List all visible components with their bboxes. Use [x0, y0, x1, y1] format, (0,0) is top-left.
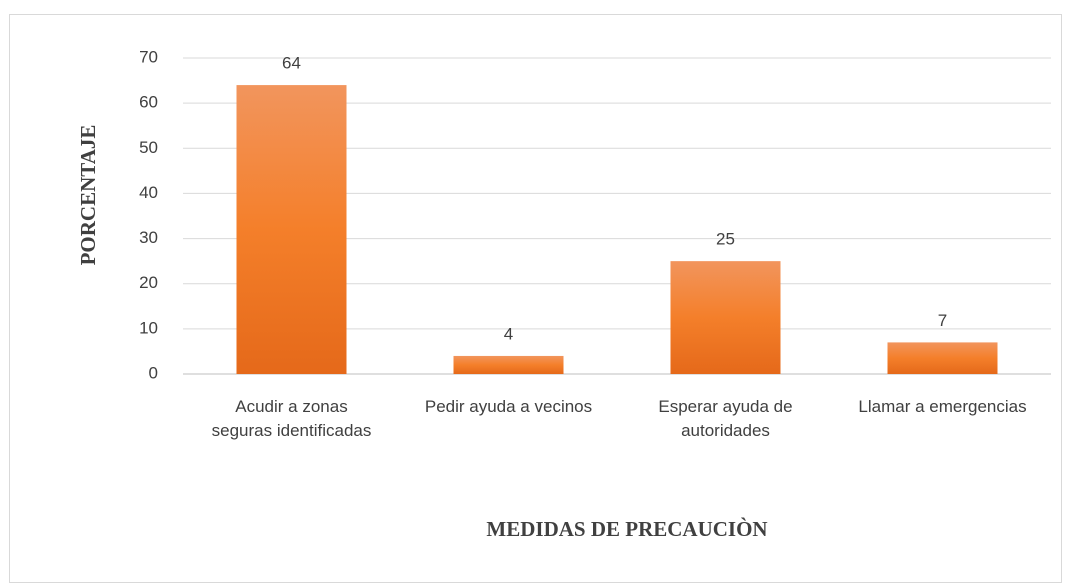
y-tick-label: 10 [139, 318, 158, 337]
chart-frame [9, 14, 1062, 583]
x-tick-label: Acudir a zonas seguras identificadas [211, 397, 372, 440]
bar [670, 261, 781, 374]
y-tick-label: 0 [149, 363, 158, 382]
data-label: 4 [504, 324, 513, 343]
x-tick-label: Pedir ayuda a vecinos [424, 397, 593, 416]
y-tick-label: 50 [139, 138, 158, 157]
bar [453, 355, 564, 374]
y-tick-label: 30 [139, 228, 158, 247]
y-axis-label: PORCENTAJE [76, 125, 100, 266]
x-tick-label: Llamar a emergencias [858, 397, 1027, 416]
x-axis-label: MEDIDAS DE PRECAUCIÒN [486, 517, 767, 541]
data-label: 64 [282, 54, 301, 73]
data-label: 7 [938, 311, 947, 330]
bar [236, 85, 347, 374]
y-tick-label: 60 [139, 93, 158, 112]
x-tick-label: Esperar ayuda de autoridades [658, 397, 793, 440]
bar [887, 342, 998, 374]
y-tick-label: 70 [139, 47, 158, 66]
data-label: 25 [716, 230, 735, 249]
y-tick-label: 40 [139, 183, 158, 202]
y-tick-label: 20 [139, 273, 158, 292]
